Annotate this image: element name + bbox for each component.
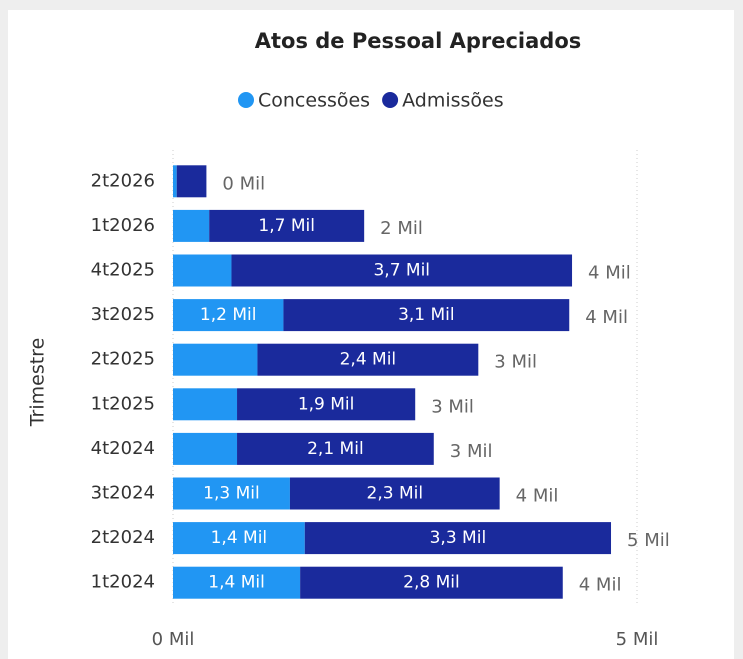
bar-segment	[173, 254, 232, 287]
bar-segment	[173, 209, 210, 242]
y-axis-label: Trimestre	[27, 338, 49, 428]
total-label: 2 Mil	[380, 218, 423, 239]
bar-segment	[173, 165, 177, 198]
data-label: 2,3 Mil	[367, 484, 424, 504]
bar-segment	[237, 388, 416, 421]
bar-segment	[173, 522, 305, 555]
bar-segment	[283, 299, 570, 332]
bar-segment	[173, 343, 258, 376]
data-label: 1,3 Mil	[203, 484, 260, 504]
x-tick-label: 5 Mil	[616, 629, 659, 650]
bar-segment	[173, 477, 290, 510]
data-label: 2,4 Mil	[340, 350, 397, 370]
bar-segment	[300, 566, 563, 599]
y-tick-label: 2t2025	[91, 349, 155, 370]
y-tick-label: 3t2024	[91, 483, 155, 504]
total-label: 0 Mil	[222, 173, 265, 194]
total-label: 3 Mil	[431, 396, 474, 417]
y-tick-label: 2t2024	[91, 527, 155, 548]
data-label: 3,1 Mil	[398, 305, 455, 325]
data-label: 1,9 Mil	[298, 394, 355, 414]
y-tick-label: 4t2025	[91, 260, 155, 281]
data-label: 1,4 Mil	[211, 528, 268, 548]
data-label: 1,4 Mil	[208, 573, 265, 593]
x-tick-label: 0 Mil	[152, 629, 195, 650]
total-label: 3 Mil	[494, 352, 537, 373]
legend-label: Admissões	[402, 90, 504, 112]
bar-segment	[173, 566, 301, 599]
legend-label: Concessões	[258, 90, 370, 112]
data-label: 2,8 Mil	[403, 573, 460, 593]
total-label: 5 Mil	[627, 530, 670, 551]
y-tick-label: 1t2025	[91, 393, 155, 414]
bar-segment	[176, 165, 207, 198]
bar-segment	[173, 432, 238, 465]
data-label: 1,7 Mil	[258, 216, 315, 236]
total-label: 4 Mil	[585, 307, 628, 328]
data-label: 1,2 Mil	[200, 305, 257, 325]
data-label: 3,7 Mil	[373, 261, 430, 281]
total-label: 4 Mil	[588, 263, 631, 284]
total-label: 4 Mil	[579, 575, 622, 596]
bar-segment	[231, 254, 573, 287]
bar-segment	[257, 343, 479, 376]
bar-segment	[173, 388, 238, 421]
bar-segment	[304, 522, 612, 555]
card	[8, 10, 734, 659]
y-tick-label: 1t2024	[91, 572, 155, 593]
bar-segment	[209, 209, 365, 242]
bar-segment	[173, 299, 284, 332]
chart-title: Atos de Pessoal Apreciados	[255, 29, 582, 53]
legend-marker	[238, 92, 254, 108]
total-label: 4 Mil	[516, 486, 559, 507]
data-label: 3,3 Mil	[430, 528, 487, 548]
bar-segment	[289, 477, 500, 510]
y-tick-label: 3t2025	[91, 304, 155, 325]
data-label: 2,1 Mil	[307, 439, 364, 459]
total-label: 3 Mil	[450, 441, 493, 462]
y-tick-label: 1t2026	[91, 215, 155, 236]
legend-marker	[382, 92, 399, 108]
bar-segment	[237, 432, 434, 465]
y-tick-label: 2t2026	[91, 170, 155, 191]
y-tick-label: 4t2024	[91, 438, 155, 459]
